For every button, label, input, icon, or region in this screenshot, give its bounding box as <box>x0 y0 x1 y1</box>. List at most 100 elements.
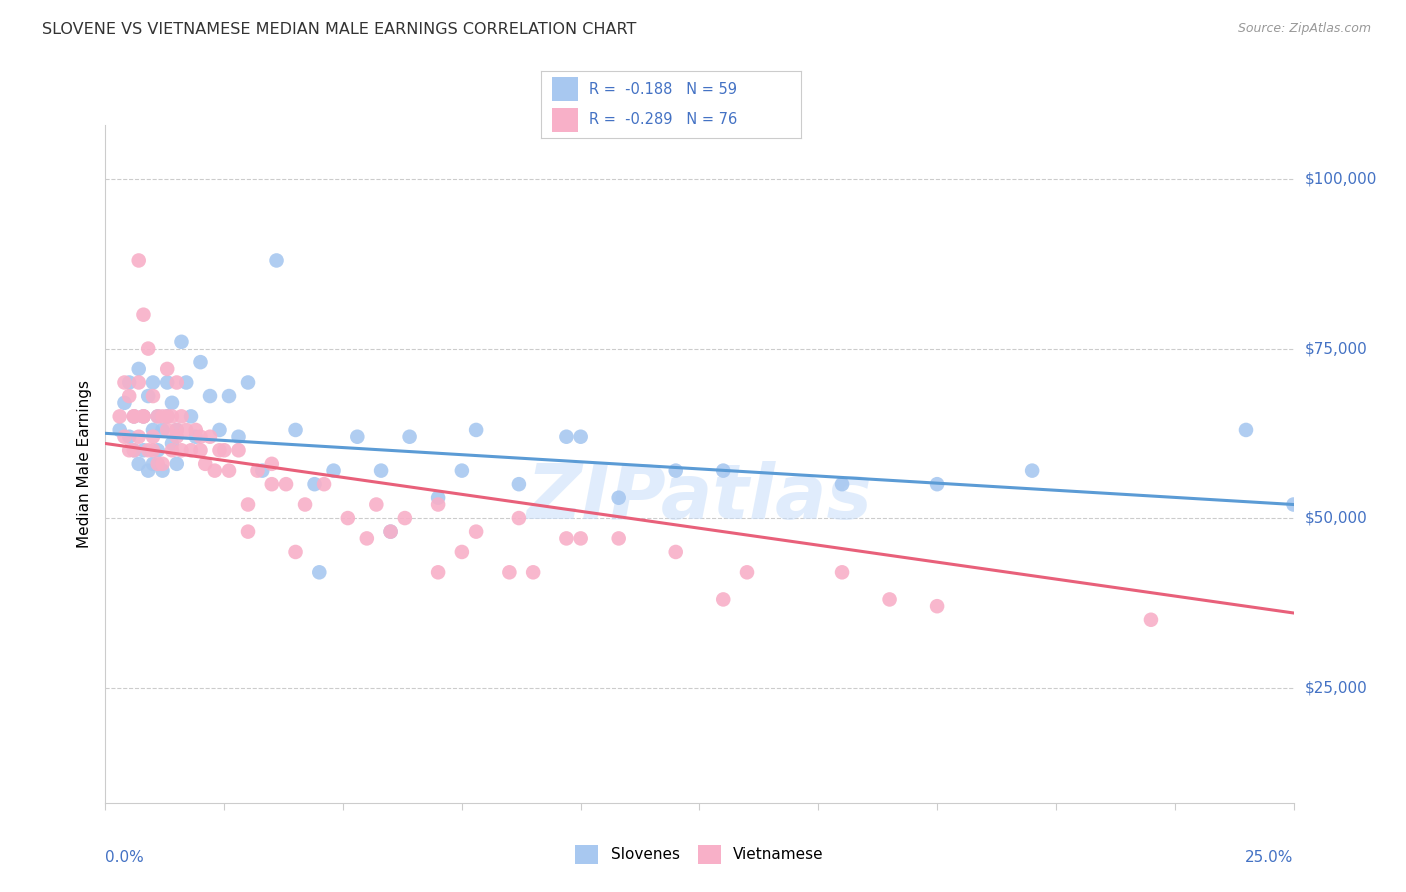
Point <box>925 477 948 491</box>
Point <box>190 355 212 369</box>
Point <box>118 376 141 390</box>
Point <box>427 491 450 505</box>
Point <box>1234 423 1257 437</box>
Point <box>356 532 378 546</box>
Point <box>555 430 578 444</box>
Point <box>380 524 402 539</box>
Legend: Slovenes, Vietnamese: Slovenes, Vietnamese <box>569 838 830 870</box>
Point <box>118 430 141 444</box>
Point <box>128 376 150 390</box>
Point <box>831 477 853 491</box>
Point <box>156 376 179 390</box>
Text: ZIPatlas: ZIPatlas <box>526 461 873 534</box>
Point <box>152 409 174 424</box>
Point <box>146 457 169 471</box>
Point <box>142 457 165 471</box>
Point <box>160 436 183 450</box>
Point <box>152 423 174 437</box>
Point <box>128 362 150 376</box>
Point <box>160 396 183 410</box>
Point <box>160 443 183 458</box>
Point <box>1021 464 1043 478</box>
Point <box>122 409 145 424</box>
Point <box>132 443 155 458</box>
Point <box>132 409 155 424</box>
Point <box>208 443 231 458</box>
Point <box>450 464 472 478</box>
Point <box>122 443 145 458</box>
Point <box>174 423 197 437</box>
Point <box>228 443 250 458</box>
Point <box>132 409 155 424</box>
Point <box>322 464 344 478</box>
Point <box>194 457 217 471</box>
Point <box>394 511 416 525</box>
Point <box>198 430 221 444</box>
Point <box>569 430 592 444</box>
Point <box>174 376 197 390</box>
Point <box>166 423 188 437</box>
Text: $75,000: $75,000 <box>1305 341 1368 356</box>
Point <box>146 443 169 458</box>
Point <box>132 308 155 322</box>
Point <box>156 423 179 437</box>
Point <box>366 498 388 512</box>
Point <box>122 443 145 458</box>
Point <box>136 389 159 403</box>
Point <box>142 443 165 458</box>
Point <box>218 389 240 403</box>
Point <box>170 409 193 424</box>
Point <box>166 430 188 444</box>
Point <box>156 409 179 424</box>
Point <box>735 566 758 580</box>
Point <box>166 376 188 390</box>
Point <box>607 491 630 505</box>
Point <box>228 430 250 444</box>
Point <box>152 464 174 478</box>
Text: $100,000: $100,000 <box>1305 171 1376 186</box>
Text: $25,000: $25,000 <box>1305 680 1368 695</box>
Point <box>236 524 259 539</box>
Point <box>1140 613 1163 627</box>
Point <box>294 498 316 512</box>
Point <box>427 566 450 580</box>
Point <box>118 389 141 403</box>
Point <box>665 545 688 559</box>
Point <box>236 376 259 390</box>
Point <box>607 532 630 546</box>
Point <box>831 566 853 580</box>
Point <box>114 430 136 444</box>
Point <box>569 532 592 546</box>
Point <box>160 409 183 424</box>
Point <box>522 566 544 580</box>
Point <box>336 511 359 525</box>
Text: $50,000: $50,000 <box>1305 510 1368 525</box>
Point <box>508 477 530 491</box>
Point <box>142 376 165 390</box>
Point <box>1282 498 1305 512</box>
Point <box>304 477 326 491</box>
Point <box>465 423 488 437</box>
Point <box>308 566 330 580</box>
Point <box>346 430 368 444</box>
Point <box>190 430 212 444</box>
Point <box>108 423 131 437</box>
Point <box>498 566 520 580</box>
Point <box>180 409 202 424</box>
Point <box>370 464 392 478</box>
Point <box>128 430 150 444</box>
Point <box>555 532 578 546</box>
Point <box>114 376 136 390</box>
Text: 0.0%: 0.0% <box>105 850 145 865</box>
Point <box>879 592 901 607</box>
Bar <box>551 78 578 101</box>
Point <box>152 457 174 471</box>
Point <box>128 457 150 471</box>
Point <box>274 477 297 491</box>
Point <box>380 524 402 539</box>
Point <box>218 464 240 478</box>
Point <box>166 423 188 437</box>
Point <box>146 409 169 424</box>
Point <box>246 464 269 478</box>
Point <box>198 389 221 403</box>
